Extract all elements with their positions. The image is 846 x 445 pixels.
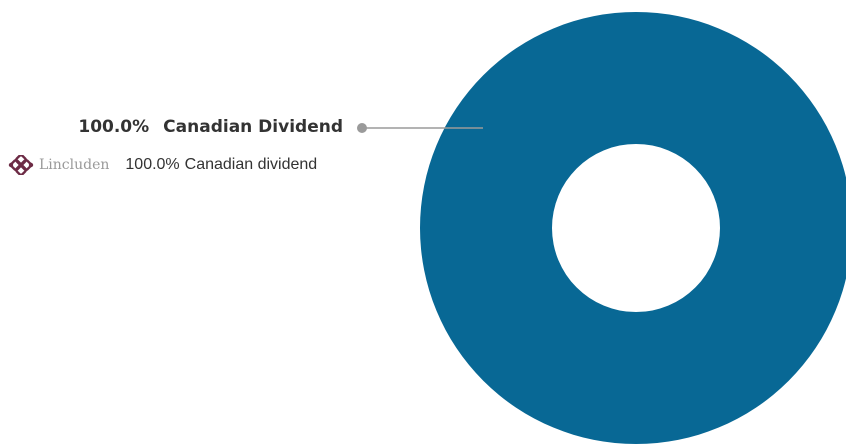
knot-end (8, 162, 14, 168)
legend-percent: 100.0% (125, 156, 180, 173)
donut-slices (420, 12, 846, 444)
callout-dot (357, 123, 367, 133)
knot-icon (8, 155, 34, 175)
donut-slice-canadian-dividend (420, 12, 846, 444)
legend-entry: 100.0% Canadian dividend (125, 156, 317, 174)
callout-label: 100.0% Canadian Dividend (78, 115, 343, 139)
legend-row: Lincluden 100.0% Canadian dividend (7, 153, 317, 177)
callout-percent: 100.0% (78, 117, 150, 137)
logo-wordmark: Lincluden (39, 157, 110, 173)
legend-label: Canadian dividend (184, 156, 318, 173)
lincluden-logo: Lincluden (7, 155, 109, 175)
callout-leader (357, 123, 483, 133)
knot-loop (14, 163, 28, 175)
callout-category: Canadian Dividend (163, 117, 343, 137)
knot-loop (14, 155, 28, 167)
knot-end (28, 162, 34, 168)
